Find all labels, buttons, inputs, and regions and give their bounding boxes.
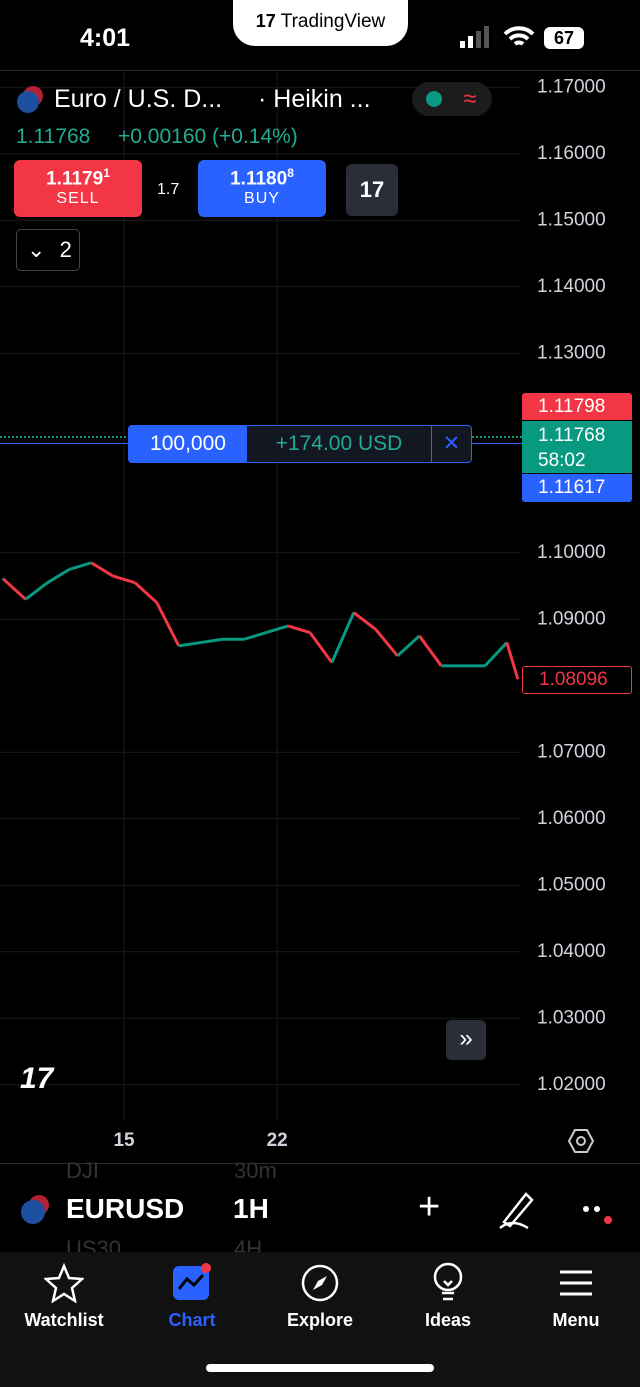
last-tag-price: 1.11768 [538, 425, 606, 446]
candle [287, 624, 311, 635]
candle [265, 624, 289, 635]
candle [330, 612, 356, 664]
countdown: 58:02 [538, 450, 586, 471]
candle [155, 601, 181, 647]
buy-button[interactable]: 1.11808 BUY [198, 160, 326, 217]
y-tick-label: 1.02000 [537, 1074, 606, 1095]
nav-explore[interactable]: Explore [286, 1310, 354, 1330]
divider [0, 1163, 640, 1164]
candle [178, 641, 201, 648]
y-tick-label: 1.16000 [537, 143, 606, 164]
settings-icon[interactable] [568, 1128, 594, 1154]
y-tick-label: 1.05000 [537, 874, 606, 895]
buy-label: BUY [244, 190, 280, 208]
candle [112, 574, 136, 585]
position-quantity: 100,000 [129, 426, 247, 462]
nav-chart[interactable]: Chart [168, 1310, 216, 1330]
crosshair-tag: 1.08096 [522, 666, 632, 694]
candle [133, 581, 158, 604]
x-tick-label: 15 [113, 1130, 135, 1151]
symbol-name[interactable]: Euro / U.S. D... [54, 85, 223, 113]
scroll-to-latest[interactable]: » [446, 1020, 486, 1060]
toolbar-interval[interactable]: 1H [233, 1193, 269, 1224]
status-pill[interactable]: ≈ [412, 82, 492, 116]
divider [0, 70, 640, 71]
y-tick-label: 1.17000 [537, 76, 606, 97]
tv-logo: 17 [20, 1062, 54, 1095]
draw-button[interactable] [498, 1188, 538, 1230]
candle [24, 581, 49, 601]
price-change: +0.00160 (+0.14%) [118, 125, 298, 148]
x-tick-label: 22 [267, 1130, 288, 1151]
nav-menu[interactable]: Menu [552, 1310, 600, 1330]
y-tick-label: 1.14000 [537, 276, 606, 297]
candle [46, 568, 71, 584]
svg-text:≈: ≈ [463, 85, 476, 112]
signal-icon [460, 26, 489, 48]
ghost-symbol: DJI [66, 1158, 99, 1183]
sell-price-sup: 1 [103, 166, 110, 180]
candle [243, 631, 267, 641]
chart-icon[interactable] [172, 1263, 214, 1303]
indicators-count: 2 [59, 237, 72, 262]
candle [505, 642, 520, 680]
buy-price-sup: 8 [287, 166, 294, 180]
last-price: 1.11768 [16, 125, 91, 148]
close-position[interactable]: ✕ [442, 432, 461, 455]
position-tag: 1.11617 [522, 474, 632, 502]
more-button[interactable] [580, 1200, 620, 1230]
y-tick-label: 1.15000 [537, 209, 606, 230]
flag-icon[interactable] [16, 85, 46, 115]
trade-panel-button[interactable]: 17 [346, 164, 398, 216]
candle [2, 578, 27, 601]
battery: 67 [544, 27, 584, 49]
candle [374, 628, 399, 657]
ask-tag: 1.11798 [522, 393, 632, 420]
y-tick-label: 1.07000 [537, 741, 606, 762]
candle [308, 631, 334, 664]
sell-price: 1.1179 [46, 168, 104, 190]
y-tick-label: 1.03000 [537, 1007, 606, 1028]
menu-icon[interactable] [558, 1268, 594, 1298]
toolbar-symbol[interactable]: EURUSD [66, 1193, 185, 1224]
candle [90, 561, 114, 578]
candle [483, 641, 508, 667]
candle [200, 637, 223, 645]
chart-style[interactable]: · Heikin ... [258, 85, 371, 113]
y-tick-label: 1.09000 [537, 608, 606, 629]
ghost-interval: 30m [234, 1158, 277, 1183]
y-tick-label: 1.13000 [537, 342, 606, 363]
nav-watchlist[interactable]: Watchlist [24, 1310, 104, 1330]
sell-button[interactable]: 1.11791 SELL [14, 160, 142, 217]
home-indicator [206, 1364, 434, 1372]
candle [418, 635, 443, 667]
candle [396, 634, 421, 657]
status-time: 4:01 [80, 24, 131, 52]
add-button[interactable]: + [418, 1186, 441, 1228]
y-tick-label: 1.10000 [537, 542, 606, 563]
candle [68, 561, 92, 571]
indicators-toggle[interactable]: ⌄ 2 [16, 229, 80, 271]
explore-icon[interactable] [300, 1263, 340, 1303]
position-pnl: +174.00 USD [247, 426, 432, 462]
chart: 1.17000 1.16000 1.15000 1.14000 1.13000 1.100… [0, 72, 606, 1151]
app-pill: 17 TradingView [233, 0, 408, 46]
wifi-icon [503, 26, 535, 46]
sell-label: SELL [56, 190, 100, 208]
candle [352, 611, 377, 631]
y-tick-label: 1.04000 [537, 941, 606, 962]
last-tag: 1.11768 58:02 [522, 421, 632, 473]
nav-ideas[interactable]: Ideas [424, 1310, 472, 1330]
app-name: TradingView [280, 11, 386, 32]
position-label[interactable]: 100,000 +174.00 USD ✕ [128, 425, 472, 463]
ideas-icon[interactable] [428, 1261, 468, 1303]
buy-price: 1.1180 [230, 168, 288, 190]
y-tick-label: 1.06000 [537, 808, 606, 829]
flag-icon [21, 1195, 49, 1224]
spread: 1.7 [157, 181, 180, 198]
watchlist-icon[interactable] [44, 1263, 84, 1303]
